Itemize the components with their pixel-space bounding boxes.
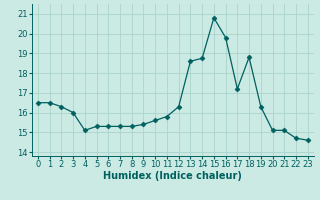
X-axis label: Humidex (Indice chaleur): Humidex (Indice chaleur): [103, 171, 242, 181]
